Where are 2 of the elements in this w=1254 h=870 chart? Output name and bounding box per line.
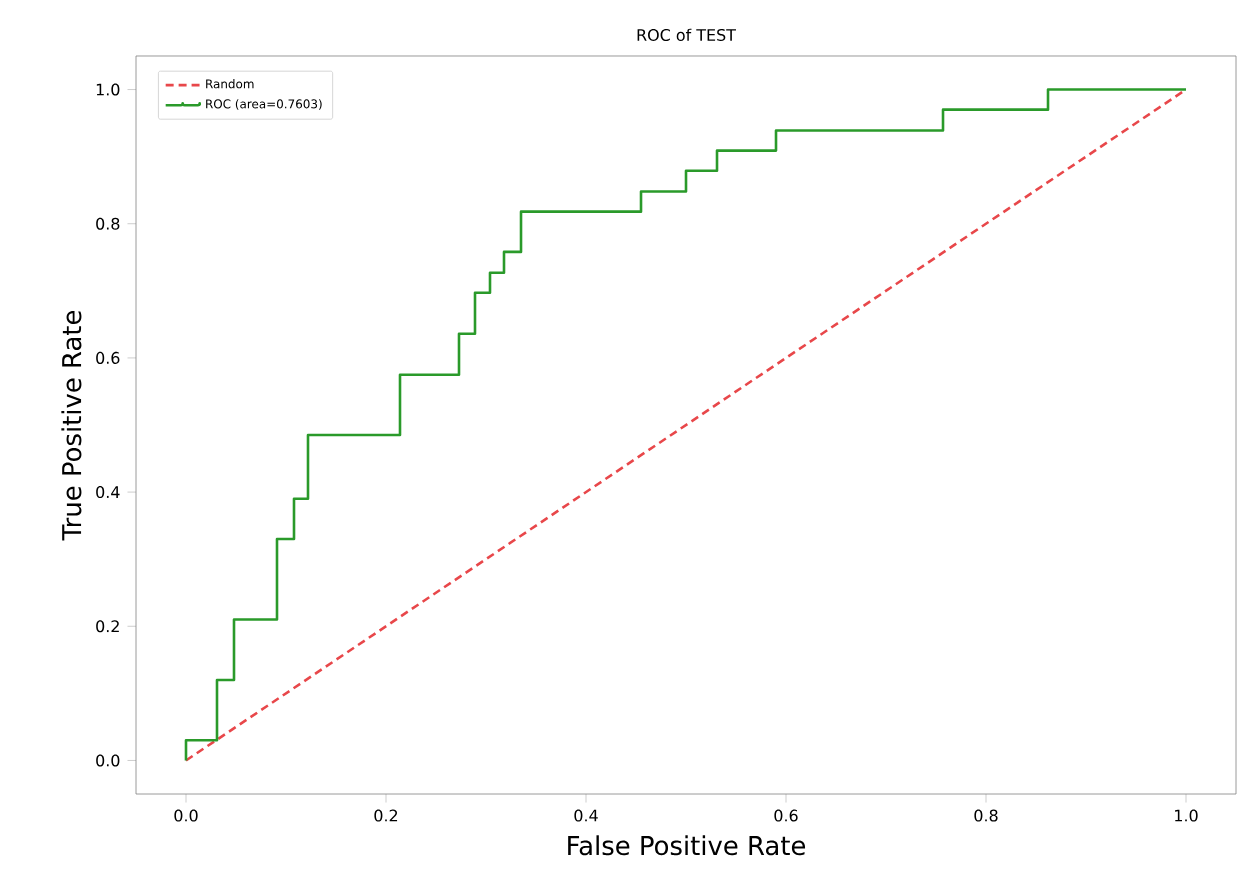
y-axis-title: True Positive Rate — [61, 310, 82, 541]
x-axis-title: False Positive Rate — [568, 835, 806, 856]
